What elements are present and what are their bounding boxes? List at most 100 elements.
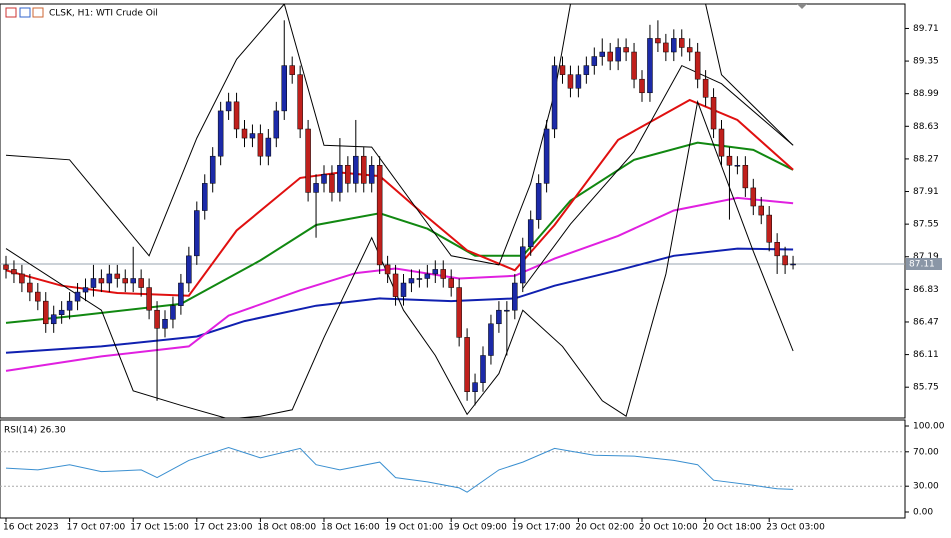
candle-body xyxy=(209,155,216,184)
y-tick-label: 86.83 xyxy=(913,285,939,295)
candle-body xyxy=(90,278,97,288)
candle-body xyxy=(376,165,383,266)
rsi-y-tick-label: 70.00 xyxy=(913,447,939,457)
y-tick-label: 86.47 xyxy=(913,317,939,327)
toolbar-icons xyxy=(5,7,44,18)
y-tick-label: 89.71 xyxy=(913,24,939,34)
x-tick-label: 19 Oct 17:00 xyxy=(512,523,571,533)
candle-body xyxy=(194,210,200,257)
x-tick-label: 17 Oct 23:00 xyxy=(194,523,253,533)
x-tick-label: 18 Oct 08:00 xyxy=(257,523,316,533)
candle-body xyxy=(225,101,232,112)
y-tick-label: 88.27 xyxy=(913,154,939,164)
candle-body xyxy=(146,287,152,311)
candle-body xyxy=(671,38,677,53)
candle-body xyxy=(432,269,439,275)
candle-body xyxy=(106,273,113,284)
candle-body xyxy=(162,319,168,329)
candle-body xyxy=(202,183,208,211)
x-tick-label: 18 Oct 16:00 xyxy=(321,523,380,533)
rsi-y-tick-label: 100.00 xyxy=(913,422,945,432)
y-tick-label: 87.91 xyxy=(913,187,939,197)
y-tick-label: 86.11 xyxy=(913,350,939,360)
rsi-line xyxy=(5,446,794,493)
candle-body xyxy=(3,264,9,270)
candle-body xyxy=(520,246,526,284)
candle-body xyxy=(512,282,518,311)
candle-body xyxy=(74,291,81,302)
candle-body xyxy=(718,128,725,157)
x-tick-label: 17 Oct 15:00 xyxy=(130,523,189,533)
candle-body xyxy=(607,51,613,62)
indicator-line xyxy=(5,4,794,266)
candle-body xyxy=(313,183,319,193)
indicator-line xyxy=(5,247,794,354)
candle-body xyxy=(790,263,796,266)
candle-body xyxy=(178,282,184,306)
candle-body xyxy=(758,205,764,216)
candle-body xyxy=(472,382,478,392)
rsi-y-tick-label: 30.00 xyxy=(913,482,939,492)
rsi-panel xyxy=(0,419,906,519)
candle-body xyxy=(345,165,351,184)
candle-body xyxy=(694,51,701,80)
candle-body xyxy=(599,51,605,57)
candle-body xyxy=(122,278,128,284)
candle-body xyxy=(543,128,550,184)
candle-body xyxy=(233,101,240,130)
shift-marker xyxy=(797,4,807,9)
candle-body xyxy=(265,137,272,157)
y-tick-label: 88.63 xyxy=(913,122,939,132)
candle-body xyxy=(679,38,685,48)
y-tick-label: 85.75 xyxy=(913,383,939,393)
candle-body xyxy=(400,282,407,297)
indicator-line xyxy=(522,64,794,289)
x-tick-label: 19 Oct 01:00 xyxy=(385,523,444,533)
candle-body xyxy=(782,255,788,266)
candle-body xyxy=(734,165,741,167)
x-tick-label: 20 Oct 02:00 xyxy=(575,523,634,533)
last-price-box xyxy=(906,257,942,270)
indicator-line xyxy=(5,98,794,297)
candle-body xyxy=(416,278,423,280)
x-tick-label: 23 Oct 03:00 xyxy=(766,523,825,533)
candle-body xyxy=(217,110,224,157)
last-price-label: 87.11 xyxy=(909,259,935,269)
indicator-line xyxy=(5,99,794,418)
candle-body xyxy=(337,165,343,193)
candle-body xyxy=(384,264,391,275)
candle-body xyxy=(647,38,653,94)
candle-body xyxy=(257,133,264,157)
candle-body xyxy=(456,287,462,338)
candle-body xyxy=(368,165,375,184)
y-tick-label: 88.99 xyxy=(913,89,939,99)
candle-body xyxy=(186,255,192,284)
candle-body xyxy=(154,309,160,329)
candle-body xyxy=(575,74,582,89)
rsi-label: RSI(14) 26.30 xyxy=(4,426,66,436)
candle-body xyxy=(639,78,645,94)
candle-body xyxy=(138,278,144,288)
candle-body xyxy=(726,155,733,166)
candle-body xyxy=(464,337,470,392)
candle-body xyxy=(750,187,757,207)
candle-body xyxy=(408,278,415,284)
price-panel xyxy=(0,3,906,419)
candle-body xyxy=(82,287,89,293)
candle-body xyxy=(504,309,510,312)
candle-body xyxy=(527,219,534,248)
candle-body xyxy=(281,65,287,112)
rsi-plot xyxy=(0,446,905,493)
candle-body xyxy=(305,128,311,193)
candle-body xyxy=(583,65,590,75)
candle-body xyxy=(496,309,502,325)
candle-body xyxy=(392,273,399,297)
candle-body xyxy=(321,174,327,184)
candle-body xyxy=(559,65,566,75)
candle-body xyxy=(50,314,57,325)
x-tick-label: 16 Oct 2023 xyxy=(3,523,59,533)
candle-body xyxy=(655,38,661,44)
candle-body xyxy=(297,74,303,130)
candle-body xyxy=(289,65,295,75)
